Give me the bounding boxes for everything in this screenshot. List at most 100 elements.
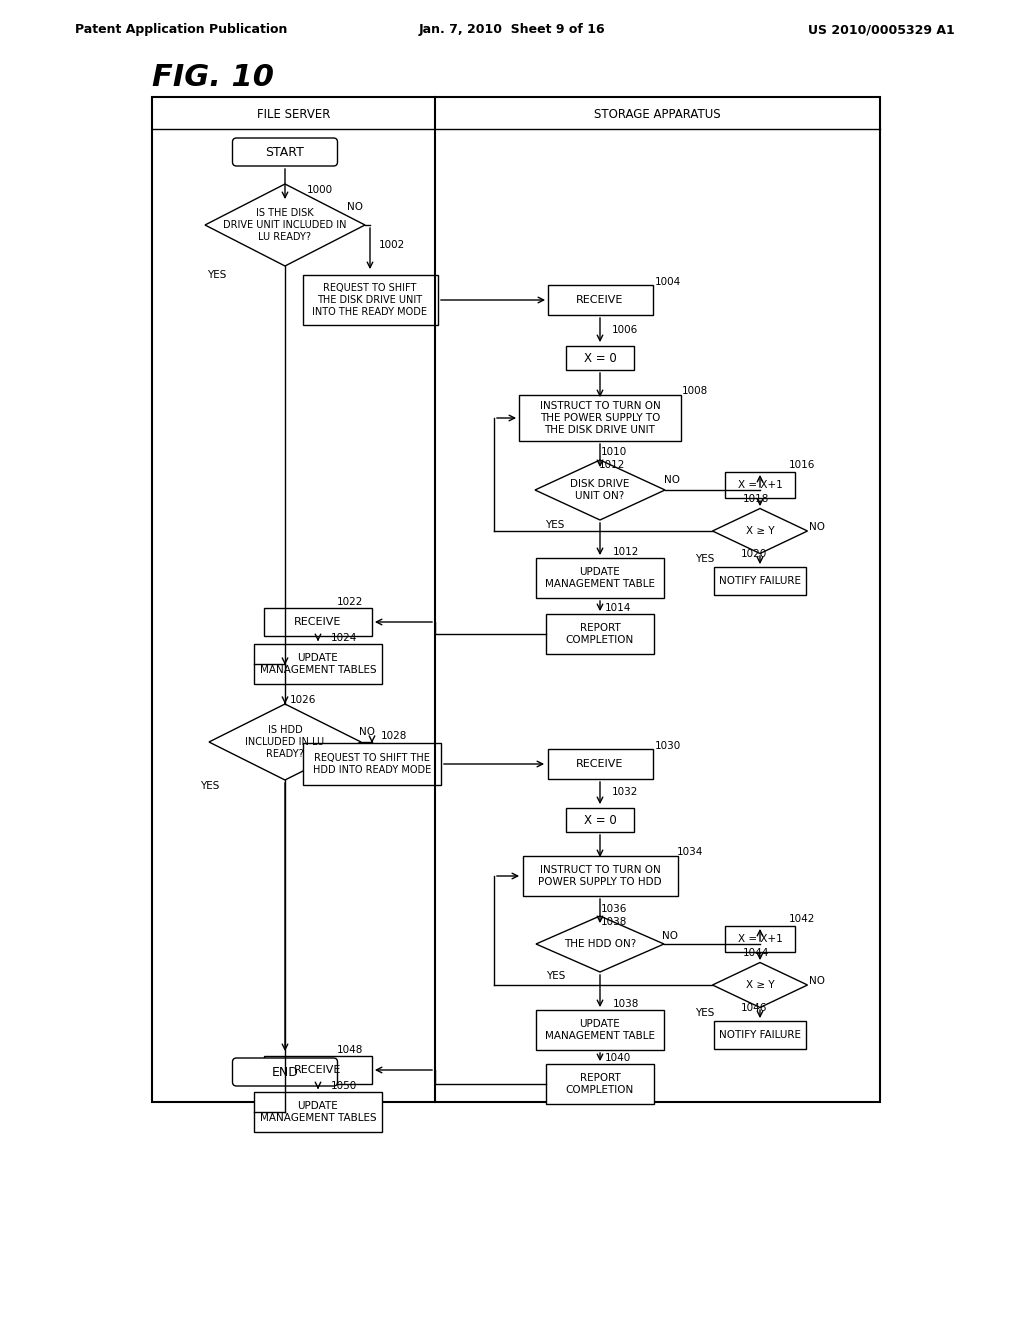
Text: REPORT
COMPLETION: REPORT COMPLETION (566, 623, 634, 644)
Text: X = X+1: X = X+1 (737, 935, 782, 944)
Text: 1000: 1000 (307, 185, 333, 195)
Bar (566, 346, 634, 370)
Text: 1010: 1010 (601, 447, 627, 457)
Text: 1002: 1002 (379, 240, 406, 249)
Text: US 2010/0005329 A1: US 2010/0005329 A1 (808, 24, 955, 37)
Text: UPDATE
MANAGEMENT TABLES: UPDATE MANAGEMENT TABLES (260, 653, 376, 675)
Text: YES: YES (201, 781, 220, 791)
Bar (714, 568, 806, 595)
Text: 1004: 1004 (655, 277, 681, 286)
Text: END: END (271, 1065, 298, 1078)
Text: 1048: 1048 (337, 1045, 364, 1055)
Bar (536, 558, 664, 598)
Text: START: START (265, 145, 304, 158)
Text: NO: NO (359, 727, 375, 737)
Text: 1028: 1028 (381, 731, 408, 741)
Bar (522, 855, 678, 896)
Text: 1032: 1032 (611, 787, 638, 797)
FancyBboxPatch shape (232, 139, 338, 166)
Text: 1044: 1044 (742, 948, 769, 958)
Text: 1016: 1016 (788, 459, 815, 470)
Text: IS THE DISK
DRIVE UNIT INCLUDED IN
LU READY?: IS THE DISK DRIVE UNIT INCLUDED IN LU RE… (223, 209, 347, 242)
Text: INSTRUCT TO TURN ON
THE POWER SUPPLY TO
THE DISK DRIVE UNIT: INSTRUCT TO TURN ON THE POWER SUPPLY TO … (540, 401, 660, 434)
Text: 1042: 1042 (788, 913, 815, 924)
Text: 1024: 1024 (331, 634, 357, 643)
Text: 1046: 1046 (740, 1003, 767, 1012)
Text: NO: NO (347, 202, 362, 213)
Text: 1038: 1038 (612, 999, 639, 1008)
Bar (254, 1092, 382, 1133)
Text: 1026: 1026 (290, 696, 316, 705)
Text: UPDATE
MANAGEMENT TABLE: UPDATE MANAGEMENT TABLE (545, 568, 655, 589)
Text: 1012: 1012 (599, 459, 626, 470)
Polygon shape (713, 508, 808, 553)
Text: NO: NO (809, 975, 825, 986)
Text: UPDATE
MANAGEMENT TABLES: UPDATE MANAGEMENT TABLES (260, 1101, 376, 1123)
Text: STORAGE APPARATUS: STORAGE APPARATUS (594, 108, 721, 121)
Text: REQUEST TO SHIFT THE
HDD INTO READY MODE: REQUEST TO SHIFT THE HDD INTO READY MODE (313, 754, 431, 775)
Bar (536, 1010, 664, 1049)
Text: RECEIVE: RECEIVE (577, 759, 624, 770)
Text: DISK DRIVE
UNIT ON?: DISK DRIVE UNIT ON? (570, 479, 630, 500)
Bar (254, 644, 382, 684)
Polygon shape (205, 183, 365, 267)
Text: X = 0: X = 0 (584, 351, 616, 364)
FancyBboxPatch shape (232, 1059, 338, 1086)
Text: REQUEST TO SHIFT
THE DISK DRIVE UNIT
INTO THE READY MODE: REQUEST TO SHIFT THE DISK DRIVE UNIT INT… (312, 284, 427, 317)
Text: THE HDD ON?: THE HDD ON? (564, 939, 636, 949)
Bar (302, 275, 437, 325)
Text: YES: YES (207, 271, 226, 280)
Text: X ≥ Y: X ≥ Y (745, 525, 774, 536)
Text: YES: YES (695, 1008, 715, 1018)
Text: 1020: 1020 (741, 549, 767, 558)
Text: FILE SERVER: FILE SERVER (257, 108, 330, 121)
Text: UPDATE
MANAGEMENT TABLE: UPDATE MANAGEMENT TABLE (545, 1019, 655, 1040)
Text: RECEIVE: RECEIVE (294, 616, 342, 627)
Polygon shape (536, 916, 664, 972)
Text: NO: NO (664, 475, 680, 484)
Text: FIG. 10: FIG. 10 (152, 62, 274, 91)
Text: YES: YES (695, 554, 715, 564)
Text: 1018: 1018 (742, 494, 769, 504)
Bar (548, 748, 652, 779)
Polygon shape (209, 704, 361, 780)
Polygon shape (535, 459, 665, 520)
Bar (566, 808, 634, 832)
Text: 1022: 1022 (337, 597, 364, 607)
Text: REPORT
COMPLETION: REPORT COMPLETION (566, 1073, 634, 1094)
Text: 1012: 1012 (612, 546, 639, 557)
Text: 1036: 1036 (601, 904, 627, 913)
Text: Jan. 7, 2010  Sheet 9 of 16: Jan. 7, 2010 Sheet 9 of 16 (419, 24, 605, 37)
Bar (725, 473, 795, 498)
Text: NO: NO (662, 931, 678, 941)
Text: IS HDD
INCLUDED IN LU
READY?: IS HDD INCLUDED IN LU READY? (246, 726, 325, 759)
Text: 1040: 1040 (605, 1053, 631, 1063)
Bar (548, 285, 652, 315)
Text: 1014: 1014 (605, 603, 631, 612)
Bar (264, 609, 372, 636)
Text: INSTRUCT TO TURN ON
POWER SUPPLY TO HDD: INSTRUCT TO TURN ON POWER SUPPLY TO HDD (539, 865, 662, 887)
Text: YES: YES (547, 972, 565, 981)
Text: NOTIFY FAILURE: NOTIFY FAILURE (719, 1030, 801, 1040)
Bar (519, 395, 681, 441)
Bar (546, 614, 654, 653)
Text: X = X+1: X = X+1 (737, 480, 782, 490)
Text: 1006: 1006 (612, 325, 638, 335)
Polygon shape (713, 962, 808, 1007)
Text: RECEIVE: RECEIVE (294, 1065, 342, 1074)
Bar (264, 1056, 372, 1084)
Bar (303, 743, 441, 785)
Bar (152, 96, 880, 1102)
Bar (725, 927, 795, 952)
Text: 1030: 1030 (655, 741, 681, 751)
Text: Patent Application Publication: Patent Application Publication (75, 24, 288, 37)
Text: NOTIFY FAILURE: NOTIFY FAILURE (719, 576, 801, 586)
Bar (714, 1020, 806, 1049)
Text: 1034: 1034 (677, 847, 703, 857)
Text: X = 0: X = 0 (584, 813, 616, 826)
Text: NO: NO (809, 521, 825, 532)
Text: 1008: 1008 (682, 385, 709, 396)
Text: 1038: 1038 (601, 917, 627, 927)
Text: X ≥ Y: X ≥ Y (745, 979, 774, 990)
Bar (546, 1064, 654, 1104)
